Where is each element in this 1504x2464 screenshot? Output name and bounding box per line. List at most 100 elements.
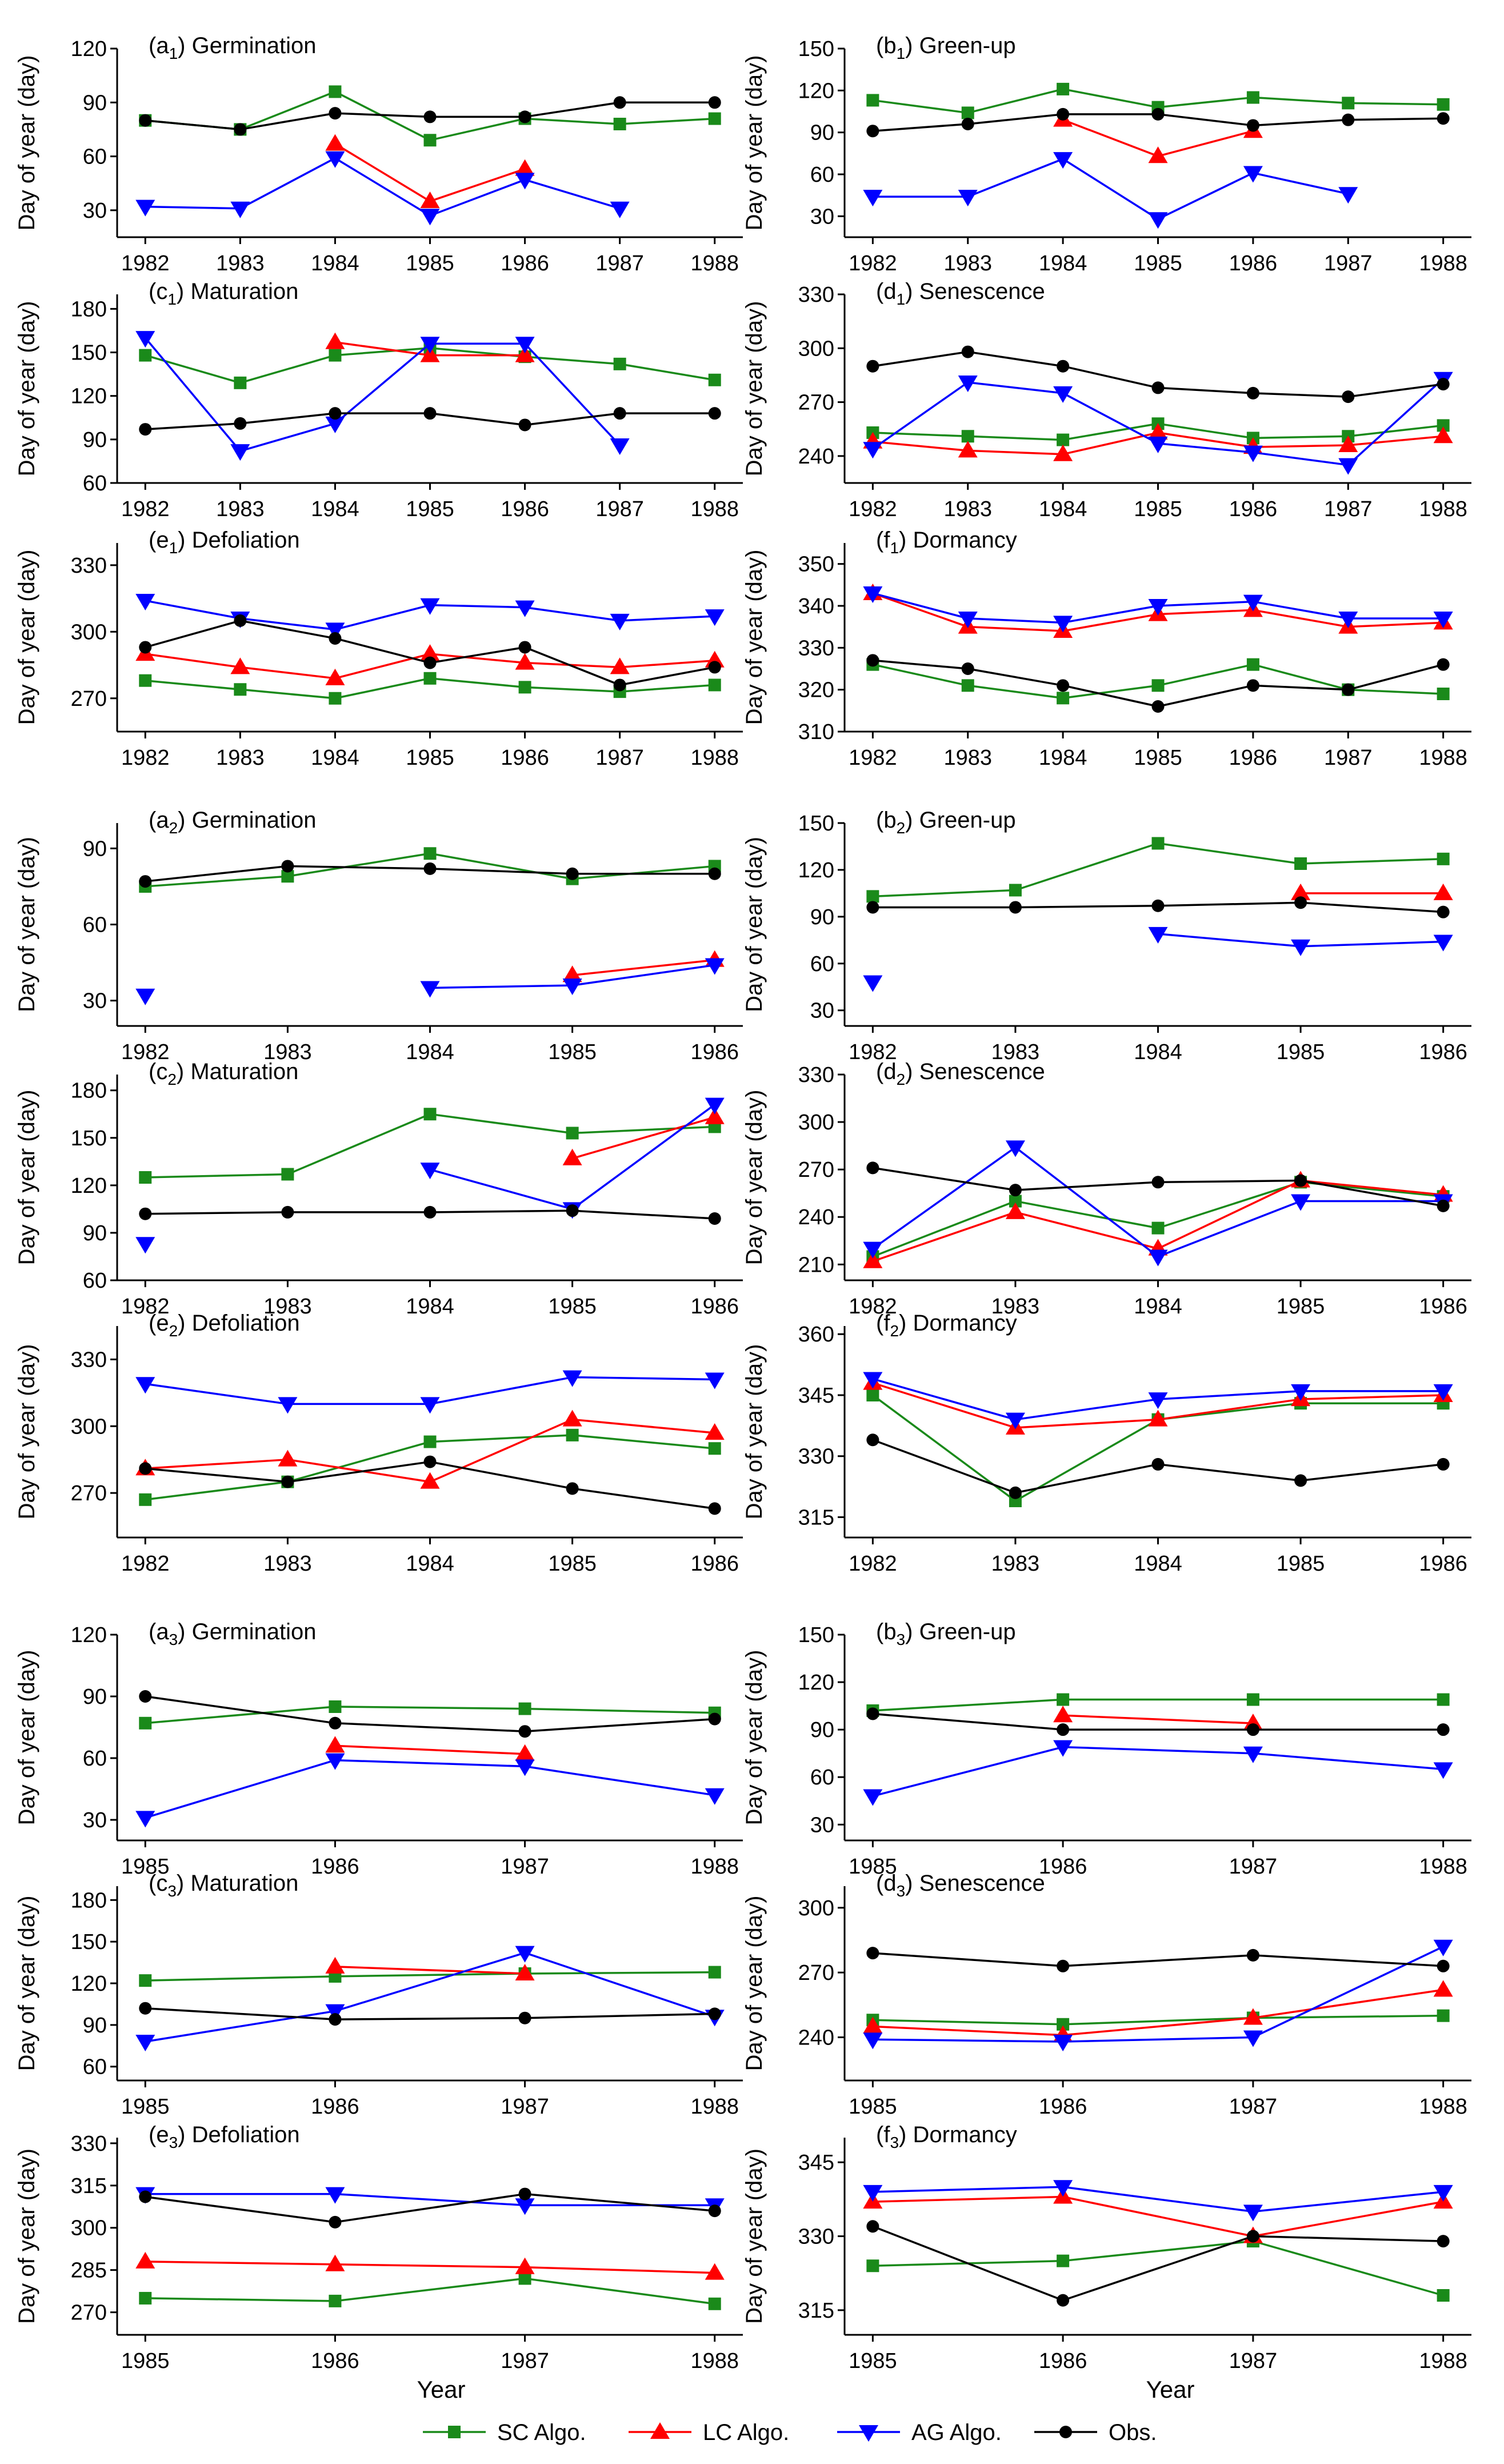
series-line-segment	[1062, 684, 1158, 700]
series-line-segment	[430, 1460, 573, 1490]
panel-c1: 60 90 120 150 180 1982 1983 1984 1985 1986 1987 198…	[14, 279, 743, 521]
data-point	[139, 1462, 152, 1475]
y-tick-label: 330	[798, 1063, 834, 1087]
data-point	[234, 417, 247, 430]
series-obs	[866, 1947, 1450, 1972]
series-line-segment	[145, 1467, 288, 1483]
x-tick-label: 1983	[991, 1295, 1040, 1319]
data-point	[420, 644, 440, 661]
series-line-segment	[145, 354, 241, 384]
series-line-segment	[572, 964, 715, 987]
y-axis-label: Day of year (day)	[14, 550, 39, 725]
series-line-segment	[145, 620, 241, 649]
data-point	[139, 1690, 152, 1703]
x-tick-label: 1987	[501, 2349, 549, 2373]
data-point	[562, 965, 582, 983]
series-line-segment	[967, 381, 1063, 394]
data-point	[1005, 1412, 1025, 1429]
panel-b3: 30 60 90 120 150 1985 1986 1987 1988 Day of year …	[742, 1619, 1471, 1879]
x-tick-label: 1982	[849, 1552, 897, 1576]
x-tick-label: 1987	[1324, 746, 1373, 770]
y-tick-label: 90	[810, 121, 834, 145]
data-point	[325, 151, 345, 168]
series-line-segment	[335, 347, 430, 357]
y-tick-label: 150	[798, 812, 834, 836]
data-point	[325, 622, 345, 640]
series-line-segment	[334, 342, 431, 425]
series-ag-algo	[863, 1740, 1453, 1806]
data-point	[1057, 360, 1070, 373]
series-line-segment	[1347, 663, 1444, 691]
series-line-segment	[1348, 435, 1443, 446]
y-tick-label: 120	[71, 37, 107, 61]
series-line-segment	[572, 959, 715, 976]
data-point	[234, 376, 247, 389]
series-line-segment	[873, 2038, 1063, 2043]
data-point	[1243, 2030, 1263, 2047]
panel-d1: 240 270 300 330 1982 1983 1984 1985 1986 1987 1988…	[742, 279, 1471, 521]
data-point	[515, 1964, 535, 1980]
data-point	[1009, 1184, 1022, 1197]
y-tick-label: 310	[798, 720, 834, 744]
data-point	[1151, 1176, 1165, 1189]
data-point	[1433, 1762, 1453, 1779]
y-tick-label: 300	[798, 1111, 834, 1135]
series-line-segment	[1158, 386, 1253, 394]
data-point	[866, 1707, 879, 1720]
series-line-segment	[872, 592, 969, 628]
series-obs	[866, 1707, 1450, 1736]
y-tick-label: 180	[71, 1079, 107, 1103]
panel-title: (a1) Germination	[149, 33, 316, 62]
series-line-segment	[287, 852, 430, 877]
x-tick-label: 1986	[501, 251, 549, 275]
series-line-segment	[144, 337, 241, 452]
x-tick-label: 1984	[406, 1552, 454, 1576]
y-axis-label: Day of year (day)	[14, 1344, 39, 1520]
x-tick-label: 1988	[1419, 251, 1467, 275]
series-line-segment	[873, 123, 968, 132]
data-point	[566, 1482, 579, 1495]
data-point	[1053, 152, 1073, 169]
x-tick-label: 1984	[311, 497, 359, 521]
series-line-segment	[873, 2025, 1063, 2036]
series-line-segment	[1301, 940, 1443, 948]
data-point	[863, 2016, 883, 2034]
series-line-segment	[525, 2266, 715, 2274]
panel-title: (a3) Germination	[149, 1619, 316, 1648]
series-sc-algo	[866, 658, 1450, 705]
data-point	[325, 332, 345, 349]
data-point	[705, 958, 725, 975]
series-ag-algo	[863, 152, 1358, 229]
data-point	[135, 593, 155, 610]
data-point	[1057, 1723, 1070, 1736]
x-tick-label: 1984	[1134, 1295, 1182, 1319]
data-point	[961, 118, 974, 130]
series-line-segment	[872, 1746, 1063, 1798]
data-point	[1057, 679, 1070, 692]
legend-marker	[448, 2426, 461, 2438]
data-point	[1246, 119, 1259, 132]
series-line-segment	[430, 1434, 573, 1443]
data-point	[958, 376, 978, 392]
data-point	[866, 360, 879, 373]
x-tick-label: 1985	[548, 1295, 597, 1319]
x-tick-label: 1982	[121, 1040, 170, 1064]
series-ag-algo	[135, 151, 630, 226]
series-line-segment	[873, 1952, 1063, 1967]
data-point	[423, 672, 437, 685]
data-point	[863, 2032, 883, 2050]
series-line-segment	[525, 412, 620, 426]
series-line-segment	[525, 1707, 715, 1714]
series-line-segment	[619, 684, 715, 693]
data-point	[1437, 688, 1450, 700]
series-line-segment	[430, 1209, 573, 1213]
x-tick-label: 1986	[690, 1040, 739, 1064]
data-point	[866, 654, 879, 667]
x-tick-label: 1982	[849, 746, 897, 770]
data-point	[1291, 1194, 1311, 1211]
data-point	[423, 1108, 437, 1121]
series-line-segment	[1347, 378, 1444, 466]
data-point	[1243, 2008, 1263, 2025]
data-point	[230, 201, 250, 218]
series-line-segment	[572, 1209, 715, 1220]
